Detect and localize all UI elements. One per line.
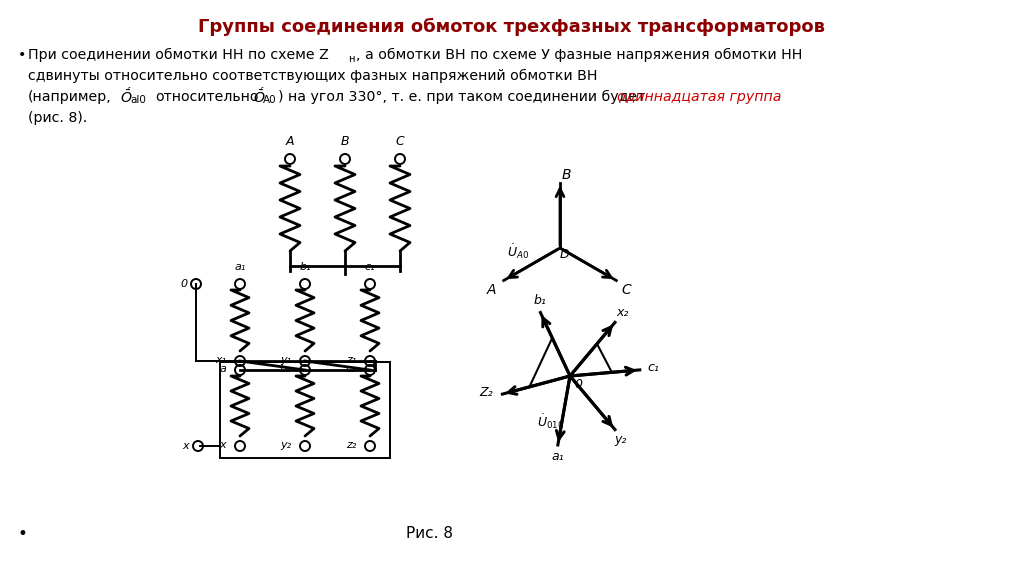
Text: •: •: [18, 48, 27, 62]
Text: Ṓ: Ṓ: [253, 90, 264, 105]
Text: z₂: z₂: [346, 440, 356, 450]
Bar: [220, 362, 390, 458]
Text: 0: 0: [574, 377, 582, 391]
Text: y₂: y₂: [280, 440, 291, 450]
Text: ) на угол 330°, т. е. при таком соединении будет: ) на угол 330°, т. е. при таком соединен…: [278, 90, 645, 104]
Text: A: A: [487, 283, 497, 297]
Text: сдвинуты относительно соответствующих фазных напряжений обмотки ВН: сдвинуты относительно соответствующих фа…: [28, 69, 597, 83]
Text: x₂: x₂: [616, 306, 629, 319]
Text: $\dot{U}_{010}$: $\dot{U}_{010}$: [537, 412, 564, 430]
Text: , а обмотки ВН по схеме У фазные напряжения обмотки НН: , а обмотки ВН по схеме У фазные напряже…: [356, 48, 803, 62]
Text: b₂: b₂: [280, 364, 291, 374]
Text: b₁: b₁: [534, 294, 547, 307]
Text: C: C: [395, 135, 404, 148]
Text: (например,: (например,: [28, 90, 112, 104]
Text: a: a: [219, 364, 226, 374]
Text: 0: 0: [180, 279, 187, 289]
Text: Ṓ: Ṓ: [120, 90, 131, 105]
Text: A0: A0: [263, 95, 276, 105]
Text: B: B: [561, 168, 570, 182]
Text: D: D: [559, 248, 568, 260]
Text: A: A: [286, 135, 294, 148]
Text: x: x: [219, 440, 226, 450]
Text: При соединении обмотки НН по схеме Z: При соединении обмотки НН по схеме Z: [28, 48, 329, 62]
Text: c₁: c₁: [365, 262, 376, 272]
Text: C: C: [622, 283, 631, 297]
Text: B: B: [341, 135, 349, 148]
Text: a₁: a₁: [552, 450, 564, 464]
Text: Группы соединения обмоток трехфазных трансформаторов: Группы соединения обмоток трехфазных тра…: [199, 18, 825, 36]
Text: •: •: [18, 525, 28, 543]
Text: al0: al0: [130, 95, 145, 105]
Text: (рис. 8).: (рис. 8).: [28, 111, 87, 125]
Text: x: x: [182, 441, 189, 451]
Text: b₁: b₁: [299, 262, 311, 272]
Text: н: н: [348, 54, 354, 64]
Text: Рис. 8: Рис. 8: [407, 526, 454, 541]
Text: z₁: z₁: [346, 355, 356, 365]
Text: $\dot{U}_{A0}$: $\dot{U}_{A0}$: [507, 242, 528, 261]
Text: относительно: относительно: [155, 90, 258, 104]
Text: y₁: y₁: [280, 355, 291, 365]
Text: y₂: y₂: [614, 433, 627, 446]
Text: c₂: c₂: [345, 364, 356, 374]
Text: одиннадцатая группа: одиннадцатая группа: [617, 90, 781, 104]
Text: x₁: x₁: [215, 355, 226, 365]
Text: c₁: c₁: [648, 361, 659, 374]
Text: Z₂: Z₂: [479, 385, 494, 399]
Text: a₁: a₁: [234, 262, 246, 272]
